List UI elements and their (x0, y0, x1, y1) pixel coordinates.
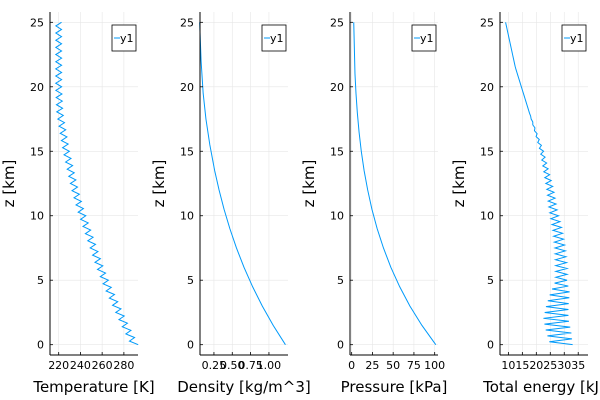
series-line (54, 21, 139, 346)
y-tick-label: 15 (30, 145, 44, 158)
x-tick-label: 0.50 (220, 359, 245, 372)
y-tick-label: 25 (180, 16, 194, 29)
legend-label: y1 (420, 32, 434, 45)
x-tick-label: 280 (113, 359, 134, 372)
series-line (199, 22, 286, 345)
y-tick-label: 20 (30, 81, 44, 94)
x-axis-label: Temperature [K] (32, 378, 154, 396)
legend-label: y1 (570, 32, 584, 45)
x-tick-label: 0.75 (238, 359, 263, 372)
y-tick-label: 5 (337, 274, 344, 287)
x-tick-label: 1.00 (257, 359, 282, 372)
x-tick-label: 25 (543, 359, 557, 372)
x-axis-label: Density [kg/m^3] (177, 378, 310, 396)
y-tick-label: 5 (187, 274, 194, 287)
y-tick-label: 15 (180, 145, 194, 158)
x-tick-label: 0.25 (202, 359, 227, 372)
x-tick-label: 240 (70, 359, 91, 372)
y-tick-label: 20 (330, 81, 344, 94)
panel-2: 0.250.500.751.00 0 5 10 15 20 25 Density [kg/m^… (150, 12, 311, 396)
y-tick-label: 0 (487, 339, 494, 352)
y-tick-label: 10 (330, 210, 344, 223)
y-axis-label: z [km] (150, 160, 168, 208)
x-tick-label: 10 (501, 359, 515, 372)
x-tick-label: 15 (515, 359, 529, 372)
panel-3: 0 25 50 75 100 0 5 10 15 20 25 Pressure [kPa] z [km]… (300, 12, 447, 396)
y-tick-label: 10 (480, 210, 494, 223)
x-tick-label: 220 (48, 359, 69, 372)
y-tick-label: 15 (330, 145, 344, 158)
y-axis-label: z [km] (450, 160, 468, 208)
y-tick-label: 5 (487, 274, 494, 287)
y-tick-label: 5 (37, 274, 44, 287)
y-tick-label: 0 (187, 339, 194, 352)
x-tick-label: 0 (348, 359, 355, 372)
panel-1: 220 240 260 280 0 5 10 15 20 25 Temperature [K] z [… (0, 12, 155, 396)
x-tick-label: 75 (407, 359, 421, 372)
x-tick-label: 35 (571, 359, 585, 372)
y-tick-label: 10 (30, 210, 44, 223)
y-tick-label: 20 (480, 81, 494, 94)
y-axis-label: z [km] (300, 160, 318, 208)
y-tick-label: 25 (330, 16, 344, 29)
y-tick-label: 0 (337, 339, 344, 352)
series-line (353, 22, 437, 345)
x-tick-label: 20 (529, 359, 543, 372)
y-tick-label: 20 (180, 81, 194, 94)
legend-label: y1 (270, 32, 284, 45)
x-tick-label: 30 (557, 359, 571, 372)
y-tick-label: 15 (480, 145, 494, 158)
x-tick-label: 260 (92, 359, 113, 372)
x-tick-label: 25 (365, 359, 379, 372)
y-tick-label: 25 (30, 16, 44, 29)
y-tick-label: 0 (37, 339, 44, 352)
y-tick-label: 25 (480, 16, 494, 29)
x-tick-label: 100 (424, 359, 445, 372)
series-line (505, 22, 573, 346)
y-tick-label: 10 (180, 210, 194, 223)
legend-label: y1 (120, 32, 134, 45)
x-tick-label: 50 (386, 359, 400, 372)
x-axis-label: Pressure [kPa] (341, 378, 448, 396)
y-axis-label: z [km] (0, 160, 18, 208)
x-axis-label: Total energy [kJ] (482, 378, 600, 396)
